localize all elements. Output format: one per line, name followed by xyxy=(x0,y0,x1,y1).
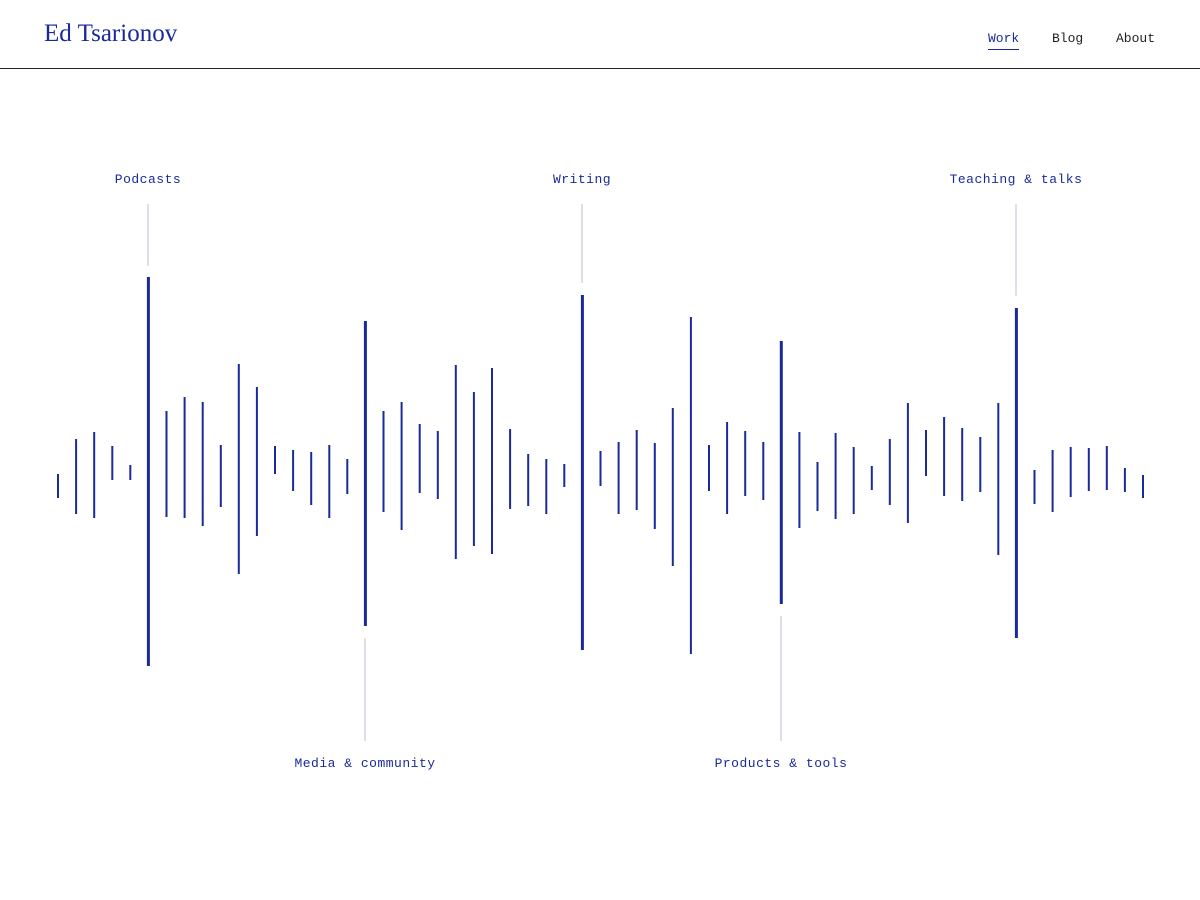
nav-link[interactable]: Blog xyxy=(1052,31,1084,46)
nav-link[interactable]: About xyxy=(1116,31,1156,46)
section-label[interactable]: Writing xyxy=(553,172,611,187)
section-label[interactable]: Podcasts xyxy=(115,172,181,187)
nav-link[interactable]: Work xyxy=(988,31,1020,50)
section-label[interactable]: Teaching & talks xyxy=(950,172,1083,187)
section-label[interactable]: Products & tools xyxy=(715,756,848,771)
header: Ed Tsarionov Work Blog About xyxy=(0,0,1200,69)
site-name[interactable]: Ed Tsarionov xyxy=(44,20,178,47)
section-label[interactable]: Media & community xyxy=(294,756,435,771)
